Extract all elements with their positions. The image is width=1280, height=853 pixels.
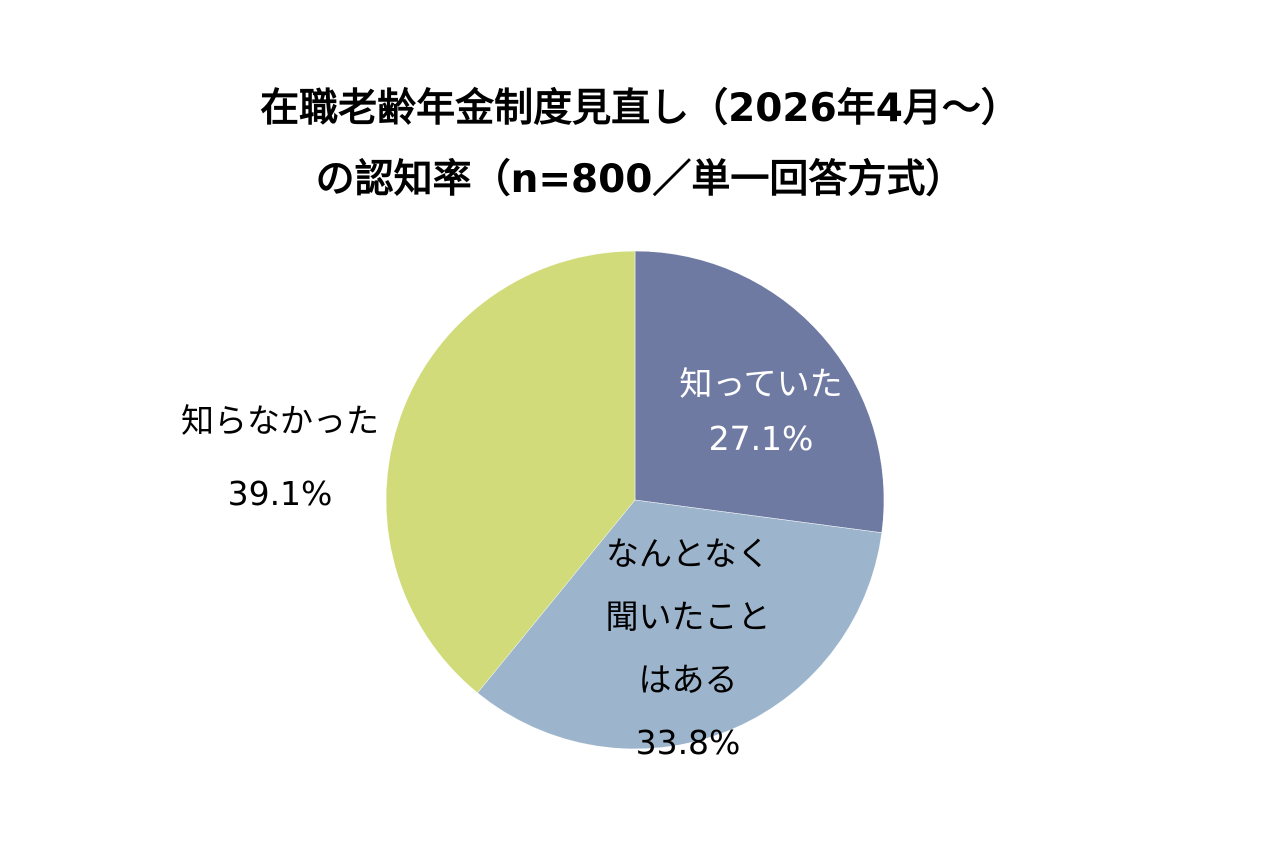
pie-slice-2 (385, 250, 636, 694)
pie-slice-1 (477, 499, 883, 750)
label-knew-value: 27.1% (708, 419, 814, 458)
chart-title-line-1: 在職老齢年金制度見直し（2026年4月～） (260, 86, 1020, 131)
chart-title-line-2: の認知率（n=800／単一回答方式） (315, 157, 965, 202)
label-heard-line-1: なんとなく (605, 534, 770, 573)
label-heard-line-3: はある (638, 660, 738, 699)
label-heard-line-2: 聞いたこと (605, 597, 771, 636)
label-knew-text: 知っていた (679, 364, 843, 403)
label-didnt-know-text: 知らなかった (181, 401, 379, 440)
pie-slices (385, 250, 885, 750)
label-didnt-know: 知らなかった 39.1% (170, 404, 390, 510)
label-heard: なんとなく 聞いたこと はある 33.8% (598, 537, 778, 759)
pie-slice-0 (634, 250, 885, 534)
label-knew: 知っていた 27.1% (676, 367, 846, 455)
label-didnt-know-value: 39.1% (227, 474, 333, 513)
label-heard-value: 33.8% (635, 723, 741, 762)
